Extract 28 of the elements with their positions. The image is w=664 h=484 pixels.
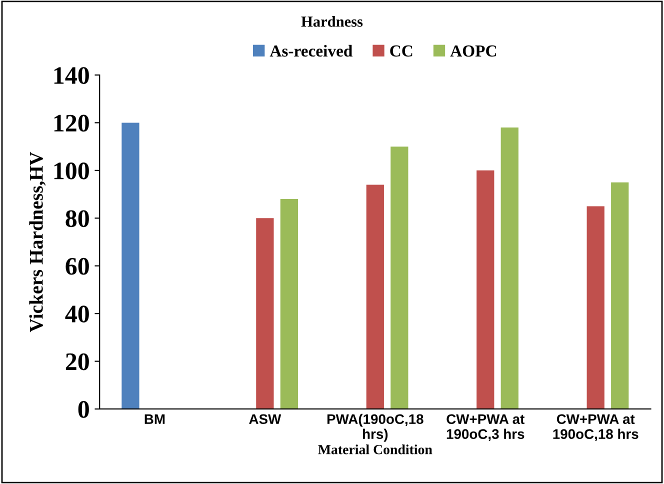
x-tick-label: PWA(190oC,18 hrs): [327, 414, 424, 442]
bar: [476, 170, 494, 409]
x-axis-title: Material Condition: [318, 444, 432, 454]
x-tick-label: ASW: [249, 414, 282, 424]
x-tick-label: BM: [144, 414, 165, 424]
bar: [611, 182, 629, 409]
chart-title: Hardness: [301, 16, 363, 27]
y-tick-label: 140: [54, 67, 89, 84]
y-axis-title: Vickers Hardness,HV: [29, 152, 46, 332]
y-tick-label: 120: [54, 114, 89, 132]
y-tick-label: 100: [54, 162, 89, 180]
bar: [586, 206, 604, 409]
legend-label: As-received: [270, 44, 352, 57]
x-tick-label: CW+PWA at 190oC,18 hrs: [553, 414, 638, 442]
bar: [500, 128, 518, 409]
y-tick-label: 80: [66, 210, 89, 228]
x-tick-label: CW+PWA at 190oC,3 hrs: [446, 414, 524, 442]
bar: [280, 199, 298, 409]
legend-label: AOPC: [450, 45, 496, 57]
bar: [366, 184, 384, 409]
y-tick-label: 20: [66, 353, 89, 370]
y-tick-label: 0: [78, 401, 89, 418]
bar: [390, 146, 408, 409]
bar: [256, 218, 274, 409]
bar: [122, 122, 140, 409]
y-tick-label: 60: [66, 258, 89, 275]
legend-label: CC: [390, 45, 412, 57]
y-tick-label: 40: [65, 306, 89, 322]
